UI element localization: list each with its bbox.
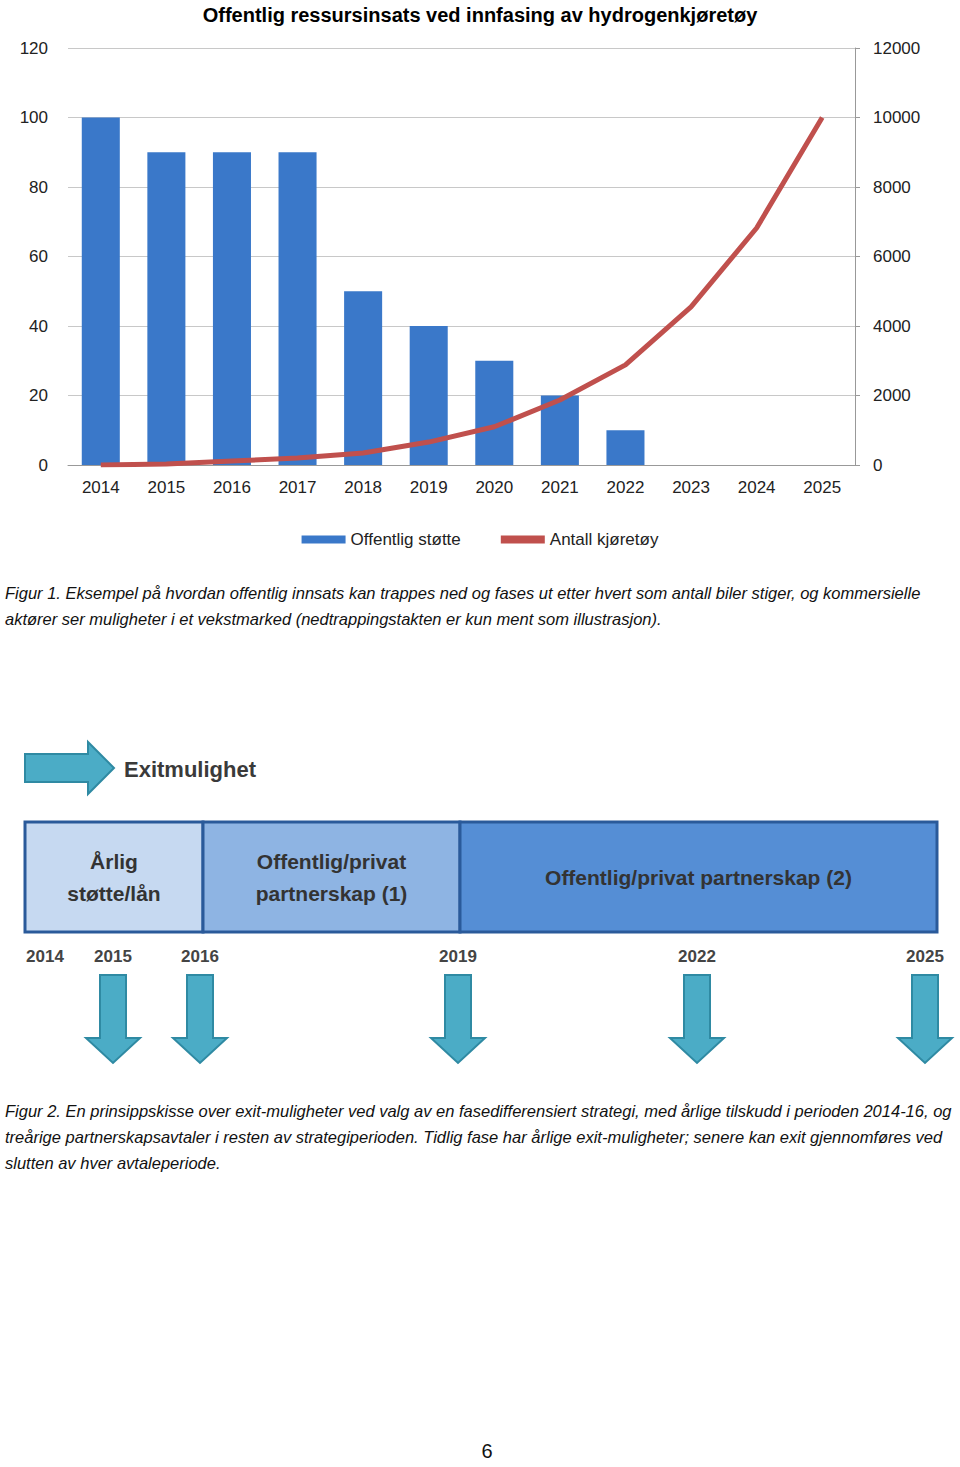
html-text:6: 6 (481, 1440, 493, 1462)
svg-text:60: 60 (29, 247, 48, 266)
svg-text:2016: 2016 (181, 947, 219, 966)
svg-text:20: 20 (29, 386, 48, 405)
svg-text:80: 80 (29, 178, 48, 197)
svg-text:100: 100 (20, 108, 48, 127)
svg-text:Exitmulighet: Exitmulighet (124, 757, 257, 782)
svg-text:2019: 2019 (410, 478, 448, 497)
svg-text:2020: 2020 (475, 478, 513, 497)
svg-text:0: 0 (873, 456, 882, 475)
svg-text:4000: 4000 (873, 317, 911, 336)
svg-text:2022: 2022 (607, 478, 645, 497)
svg-text:2000: 2000 (873, 386, 911, 405)
html-text:Figur 2. En prinsippskisse ove: Figur 2. En prinsippskisse over exit-mul… (5, 1102, 952, 1172)
svg-text:Årlig: Årlig (90, 850, 138, 873)
html-text:Figur 1. Eksempel på hvordan o: Figur 1. Eksempel på hvordan offentlig i… (5, 584, 921, 628)
svg-text:Offentlig ressursinsats ved in: Offentlig ressursinsats ved innfasing av… (203, 4, 758, 26)
svg-text:2022: 2022 (678, 947, 716, 966)
svg-text:2025: 2025 (906, 947, 944, 966)
svg-text:2019: 2019 (439, 947, 477, 966)
svg-text:2014: 2014 (82, 478, 120, 497)
svg-text:Antall kjøretøy: Antall kjøretøy (550, 530, 659, 549)
svg-text:2021: 2021 (541, 478, 579, 497)
svg-text:2025: 2025 (803, 478, 841, 497)
svg-text:2015: 2015 (94, 947, 132, 966)
svg-text:8000: 8000 (873, 178, 911, 197)
svg-text:12000: 12000 (873, 39, 920, 58)
svg-text:partnerskap (1): partnerskap (1) (256, 882, 408, 905)
svg-text:2017: 2017 (279, 478, 317, 497)
svg-text:2023: 2023 (672, 478, 710, 497)
svg-text:Offentlig/privat: Offentlig/privat (257, 850, 406, 873)
svg-text:0: 0 (39, 456, 48, 475)
svg-text:Offentlig/privat partnerskap (: Offentlig/privat partnerskap (2) (545, 866, 852, 889)
svg-text:støtte/lån: støtte/lån (67, 882, 160, 905)
svg-text:2016: 2016 (213, 478, 251, 497)
svg-text:6000: 6000 (873, 247, 911, 266)
svg-text:Offentlig støtte: Offentlig støtte (351, 530, 461, 549)
svg-text:40: 40 (29, 317, 48, 336)
svg-text:120: 120 (20, 39, 48, 58)
svg-text:2018: 2018 (344, 478, 382, 497)
svg-text:2024: 2024 (738, 478, 776, 497)
svg-text:10000: 10000 (873, 108, 920, 127)
svg-text:2014: 2014 (26, 947, 64, 966)
svg-text:2015: 2015 (147, 478, 185, 497)
